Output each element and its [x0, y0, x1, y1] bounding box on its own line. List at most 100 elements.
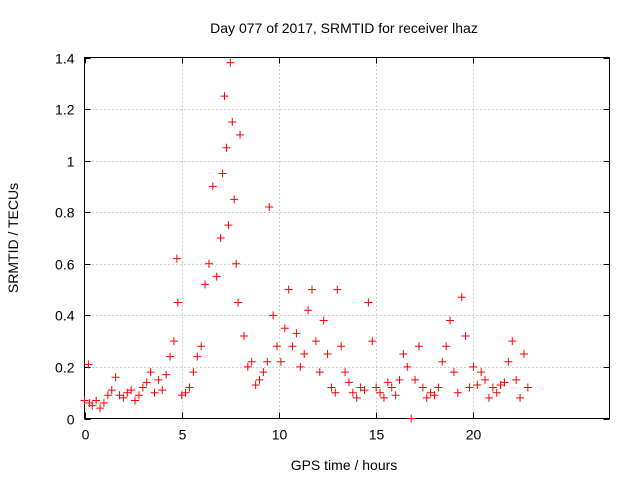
- data-point: [224, 221, 233, 230]
- data-point: [296, 362, 305, 371]
- data-point: [220, 92, 229, 101]
- data-point: [107, 386, 116, 395]
- data-point: [158, 386, 167, 395]
- data-point: [449, 368, 458, 377]
- data-point: [230, 195, 239, 204]
- plot-frame: [84, 57, 610, 419]
- data-point: [80, 396, 89, 405]
- data-point: [315, 368, 324, 377]
- data-point: [96, 404, 105, 413]
- y-tick-label: 0.8: [55, 205, 75, 221]
- data-point: [387, 383, 396, 392]
- data-point: [208, 182, 217, 191]
- data-point: [519, 350, 528, 359]
- data-point: [422, 393, 431, 402]
- data-point: [166, 352, 175, 361]
- data-point: [247, 357, 256, 366]
- data-point: [473, 380, 482, 389]
- data-point: [292, 329, 301, 338]
- data-point: [465, 383, 474, 392]
- data-point: [418, 383, 427, 392]
- data-point: [327, 383, 336, 392]
- data-point: [488, 383, 497, 392]
- data-point: [119, 393, 128, 402]
- data-point: [319, 316, 328, 325]
- data-point: [185, 383, 194, 392]
- x-tick-label: 15: [369, 427, 385, 443]
- data-series: [80, 58, 532, 423]
- data-point: [304, 306, 313, 315]
- data-point: [150, 388, 159, 397]
- y-axis-label: SRMTID / TECUs: [5, 183, 21, 293]
- data-point: [331, 388, 340, 397]
- data-point: [193, 352, 202, 361]
- data-point: [288, 342, 297, 351]
- y-tick-label: 0.2: [55, 360, 75, 376]
- data-point: [411, 375, 420, 384]
- data-point: [407, 414, 416, 423]
- data-point: [337, 342, 346, 351]
- x-tick-label: 5: [179, 427, 187, 443]
- data-point: [226, 58, 235, 67]
- data-point: [263, 357, 272, 366]
- data-point: [442, 342, 451, 351]
- data-point: [308, 285, 316, 294]
- y-tick-label: 0.4: [55, 308, 75, 324]
- data-point: [516, 393, 525, 402]
- data-point: [469, 362, 478, 371]
- y-tick-label: 1: [67, 154, 75, 170]
- data-point: [111, 373, 120, 382]
- data-point: [391, 391, 400, 400]
- data-point: [395, 375, 404, 384]
- data-point: [434, 383, 443, 392]
- data-point: [189, 368, 198, 377]
- data-point: [323, 350, 332, 359]
- data-point: [430, 391, 439, 400]
- chart-title: Day 077 of 2017, SRMTID for receiver lha…: [210, 20, 478, 36]
- data-point: [477, 368, 486, 377]
- data-point: [197, 342, 206, 351]
- data-point: [84, 360, 93, 369]
- data-point: [269, 311, 278, 320]
- data-point: [348, 388, 357, 397]
- data-point: [216, 234, 225, 242]
- x-tick-label: 20: [466, 427, 482, 443]
- data-point: [228, 117, 237, 126]
- data-point: [523, 383, 532, 392]
- data-point: [232, 259, 241, 268]
- data-point: [169, 337, 178, 346]
- data-point: [379, 393, 388, 402]
- data-point: [88, 401, 97, 410]
- axis-ticks: 0 5 10 15 20 0 0.2 0.4 0.6 0.8 1 1.2 1.4: [55, 51, 610, 443]
- y-tick-label: 0.6: [55, 257, 75, 273]
- grid: [84, 57, 610, 419]
- data-point: [251, 380, 260, 389]
- data-point: [457, 293, 466, 302]
- data-point: [276, 357, 285, 366]
- x-tick-label: 0: [82, 427, 90, 443]
- y-tick-label: 0: [67, 412, 75, 428]
- data-point: [453, 388, 462, 397]
- data-point: [461, 331, 470, 340]
- data-point: [236, 130, 245, 139]
- data-point: [500, 378, 509, 387]
- data-point: [99, 399, 108, 408]
- data-point: [360, 386, 369, 395]
- data-point: [383, 378, 392, 387]
- data-point: [92, 396, 101, 405]
- data-point: [201, 280, 210, 289]
- data-point: [508, 337, 517, 346]
- data-point: [492, 388, 501, 397]
- data-point: [368, 337, 377, 346]
- data-point: [154, 375, 163, 384]
- y-tick-label: 1.4: [55, 51, 75, 67]
- data-point: [484, 393, 493, 402]
- data-point: [243, 362, 252, 371]
- data-point: [138, 383, 147, 392]
- data-point: [162, 370, 171, 379]
- data-point: [284, 285, 293, 294]
- data-point: [172, 254, 181, 263]
- y-tick-label: 1.2: [55, 102, 75, 118]
- data-point: [204, 259, 213, 268]
